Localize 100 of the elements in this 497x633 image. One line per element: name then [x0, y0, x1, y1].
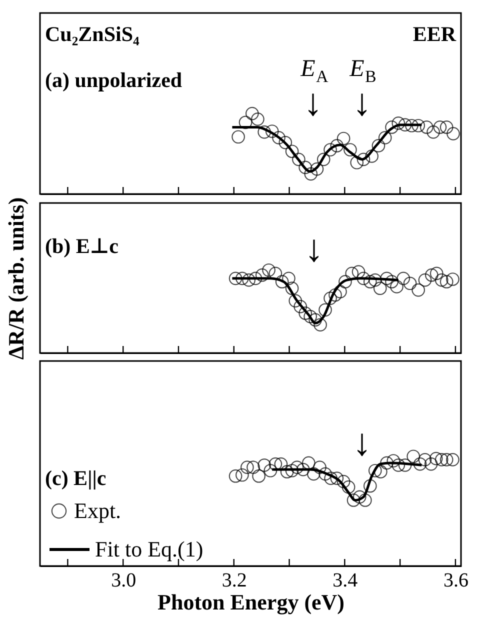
point: [252, 469, 266, 483]
annotation: ↓: [352, 422, 372, 464]
point: [426, 125, 440, 139]
point: [336, 474, 350, 488]
point: [258, 458, 272, 472]
point: [246, 460, 260, 474]
point: [316, 152, 330, 166]
annotation: (c) E||c: [45, 466, 106, 490]
point: [324, 143, 337, 156]
point: [330, 139, 344, 152]
point: [440, 275, 454, 288]
annotation: ↓: [352, 82, 372, 124]
point: [350, 156, 364, 170]
point: [265, 124, 279, 138]
point: [280, 465, 294, 478]
point: [262, 263, 276, 277]
point: [446, 272, 460, 286]
point: [255, 268, 269, 282]
point: [424, 457, 438, 471]
text: Cu₂ZnSiS₄: [45, 22, 140, 46]
point: [344, 143, 357, 156]
y-axis-title: ΔR/R (arb. units): [4, 197, 28, 360]
point: [330, 472, 344, 485]
point: [385, 275, 398, 288]
point: [248, 272, 262, 286]
point: [251, 112, 264, 126]
point: [342, 480, 356, 494]
point: [418, 273, 432, 287]
point: [412, 118, 426, 132]
point: [318, 467, 332, 481]
point: [418, 453, 432, 466]
point: [304, 310, 317, 324]
point: [228, 469, 242, 483]
point: [352, 490, 366, 504]
point: [238, 116, 252, 130]
point: [274, 457, 288, 471]
text: (a) unpolarized: [45, 68, 182, 92]
point: [356, 152, 370, 166]
point: [278, 136, 292, 150]
point: [406, 450, 420, 464]
point: [314, 318, 327, 332]
point: [363, 479, 377, 493]
point: [324, 472, 338, 485]
point: [446, 453, 460, 466]
point: [430, 266, 444, 280]
point: [345, 266, 359, 280]
point: [380, 272, 394, 286]
point: [275, 275, 289, 288]
x-tick-label: 3.0: [111, 570, 136, 592]
x-tick-label: 3.2: [222, 570, 247, 592]
legend-label: Fit to Eq.(1): [95, 536, 204, 562]
point: [346, 494, 360, 507]
point: [288, 294, 302, 308]
point: [308, 313, 322, 327]
point: [446, 127, 460, 140]
legend-label: Expt.: [74, 498, 122, 523]
annotation: ↓: [304, 82, 322, 124]
point: [285, 464, 299, 478]
point: [306, 467, 320, 481]
point: [385, 120, 398, 134]
point: [374, 465, 388, 478]
point: [294, 300, 308, 314]
point: [373, 282, 387, 296]
point: [285, 282, 299, 296]
point: [378, 131, 392, 144]
text: (b) E⊥c: [45, 234, 118, 258]
point: [292, 152, 306, 166]
point: [440, 453, 454, 466]
point: [398, 118, 412, 132]
point: [420, 120, 434, 134]
point: [304, 167, 318, 181]
point: [242, 273, 256, 287]
x-tick-label: 3.4: [332, 570, 358, 592]
point: [403, 276, 417, 290]
point: [232, 130, 245, 144]
point: [296, 462, 310, 476]
point: [365, 150, 378, 163]
point: [285, 144, 299, 158]
point: [272, 131, 286, 144]
point: [318, 303, 332, 317]
x-axis-title: Photon Energy (eV): [158, 590, 344, 614]
point: [392, 116, 406, 130]
point: [363, 275, 377, 288]
point: [236, 272, 249, 286]
point: [372, 139, 386, 152]
point: [245, 106, 259, 120]
point: [338, 275, 352, 288]
point: [412, 283, 426, 297]
point: [356, 272, 370, 286]
point: [313, 460, 326, 474]
point: [268, 266, 282, 280]
point: [396, 272, 410, 286]
point: [298, 306, 312, 320]
point: [328, 288, 342, 302]
point: [240, 460, 254, 474]
point: [424, 268, 438, 282]
point: [310, 162, 324, 176]
point: [324, 292, 337, 305]
point: [405, 118, 418, 132]
point: [392, 458, 406, 472]
